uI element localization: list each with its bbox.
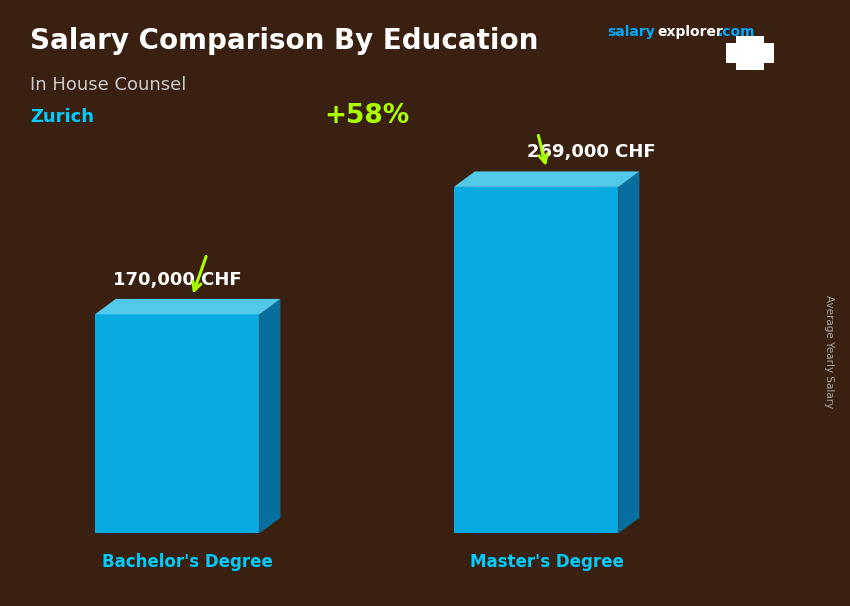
Text: Zurich: Zurich — [30, 108, 94, 126]
Bar — [726, 43, 774, 63]
Text: In House Counsel: In House Counsel — [30, 76, 186, 94]
Polygon shape — [259, 299, 280, 533]
Text: 170,000 CHF: 170,000 CHF — [113, 271, 241, 288]
Text: Salary Comparison By Education: Salary Comparison By Education — [30, 27, 538, 55]
Bar — [454, 187, 619, 533]
Text: Master's Degree: Master's Degree — [470, 553, 624, 571]
Bar — [736, 36, 764, 70]
Text: .com: .com — [717, 25, 755, 39]
Text: Average Yearly Salary: Average Yearly Salary — [824, 295, 834, 408]
Bar — [95, 315, 259, 533]
Polygon shape — [95, 299, 280, 315]
Text: Bachelor's Degree: Bachelor's Degree — [102, 553, 273, 571]
Text: salary: salary — [608, 25, 655, 39]
Text: explorer: explorer — [657, 25, 722, 39]
Polygon shape — [619, 171, 639, 533]
Text: +58%: +58% — [325, 103, 410, 129]
Text: 269,000 CHF: 269,000 CHF — [527, 143, 656, 161]
Polygon shape — [454, 171, 639, 187]
